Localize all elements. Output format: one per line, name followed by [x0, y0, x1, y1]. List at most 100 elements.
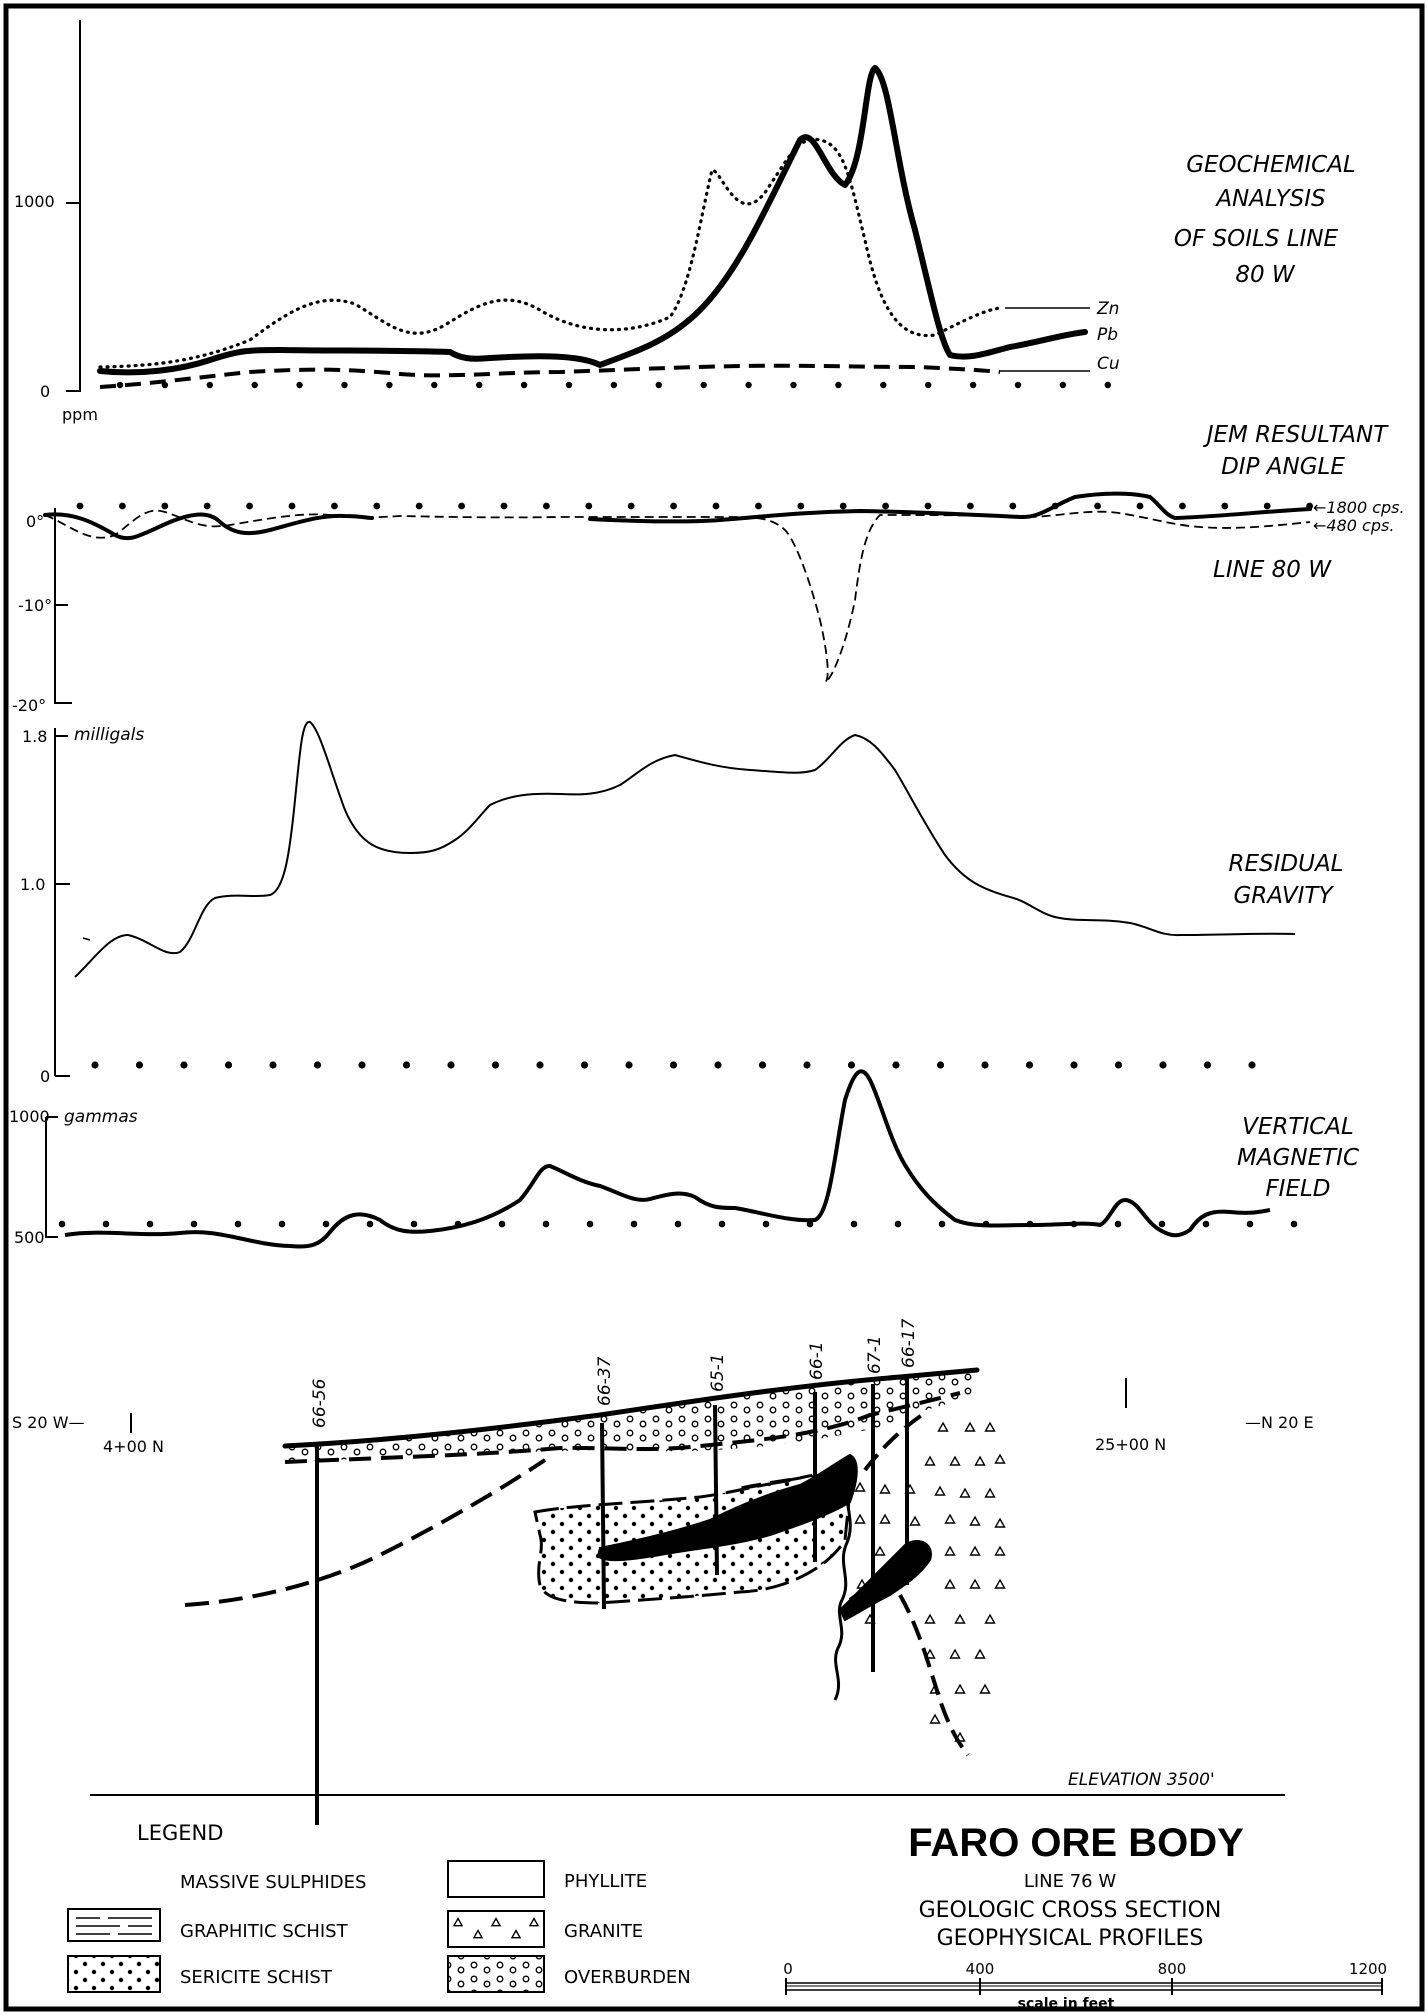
- hole-label-66-37: 66-37: [595, 1356, 615, 1406]
- station-dot: [386, 381, 393, 389]
- legend-swatch-sericite-schist: [67, 1955, 161, 1993]
- station-dot: [610, 381, 618, 389]
- station-dot: [358, 1061, 366, 1069]
- overburden-base: [284, 1391, 961, 1464]
- station-dot: [331, 502, 338, 510]
- granite-triangle: [944, 1545, 956, 1556]
- station-dot: [341, 381, 348, 389]
- station-dot: [206, 381, 213, 389]
- right-direction: —N 20 E: [1245, 1413, 1314, 1432]
- station-dot: [1136, 502, 1144, 510]
- gravity-title-line2: GRAVITY: [1233, 883, 1334, 909]
- magnetic-panel: 1000 500 gammas VERTICAL MAGNETIC FIELD: [9, 1069, 1359, 1249]
- jem-1800-label: ←1800 cps.: [1313, 498, 1405, 517]
- main-title: FARO ORE BODY: [908, 1821, 1244, 1865]
- scale-label-0: 0: [783, 1960, 793, 1978]
- station-dot: [102, 1220, 110, 1228]
- scale-label-800: 800: [1158, 1960, 1187, 1978]
- granite-symbols: [854, 1421, 1006, 1742]
- massive-sulphides-upper: [596, 1453, 858, 1562]
- station-dot: [288, 502, 296, 510]
- magnetic-title-line2: MAGNETIC: [1237, 1145, 1359, 1171]
- legend-granite-symbols: [452, 1917, 540, 1939]
- scale-caption: scale in feet: [1018, 1996, 1115, 2012]
- station-dot: [1158, 1220, 1166, 1228]
- station-dot: [1025, 1061, 1034, 1069]
- gravity-station-dots: [91, 1061, 1256, 1069]
- station-dot: [536, 1061, 544, 1069]
- station-dot: [76, 502, 84, 510]
- contact-sulphide-top: [734, 1478, 791, 1492]
- legend-swatch-granite: [447, 1910, 545, 1948]
- station-dot: [116, 381, 124, 389]
- station-dot: [415, 502, 423, 510]
- granite-triangle: [959, 1487, 971, 1498]
- granite-triangle: [964, 1421, 976, 1432]
- left-direction: S 20 W—: [12, 1413, 85, 1432]
- station-dot: [565, 381, 573, 389]
- granite-triangle: [924, 1455, 936, 1466]
- station-dot: [1094, 502, 1101, 510]
- drill-hole-65-1: [713, 1404, 719, 1576]
- station-dot: [712, 502, 720, 510]
- station-dot: [1246, 1220, 1254, 1228]
- station-dot: [936, 1061, 945, 1069]
- jem-1800cps-curve-a: [43, 512, 374, 541]
- station-dot: [500, 502, 508, 510]
- granite-triangle: [879, 1483, 891, 1494]
- station-dot: [476, 381, 483, 389]
- legend-title: LEGEND: [137, 1821, 223, 1845]
- granite-triangle: [944, 1513, 956, 1524]
- granite-triangle: [879, 1513, 891, 1524]
- granite-triangle: [994, 1578, 1006, 1589]
- station-dot: [762, 1220, 770, 1228]
- station-dot: [542, 1220, 550, 1228]
- station-dot: [674, 1220, 682, 1228]
- granite-triangle: [969, 1515, 981, 1526]
- cu-legend-label: Cu: [1097, 354, 1120, 374]
- granite-triangle: [929, 1713, 941, 1724]
- station-dot: [797, 502, 805, 510]
- magnetic-unit: gammas: [64, 1107, 138, 1127]
- station-dot: [585, 502, 593, 510]
- station-dot: [758, 1061, 767, 1069]
- station-dot: [91, 1061, 99, 1069]
- granite-triangle: [984, 1421, 996, 1432]
- magnetic-title-line1: VERTICAL: [1242, 1114, 1354, 1140]
- station-dot: [1202, 1220, 1210, 1228]
- contact-west: [184, 1458, 547, 1607]
- geochem-unit: ppm: [62, 405, 98, 424]
- pb-legend-label: Pb: [1097, 325, 1118, 345]
- station-dot: [119, 502, 126, 510]
- station-dot: [1248, 1061, 1256, 1069]
- legend-label-massive-sulphides: MASSIVE SULPHIDES: [180, 1872, 366, 1893]
- jem-label-0: 0°: [26, 512, 44, 531]
- cross-section: 66-56 66-37 65-1 66-1 67-1 66-17 S 20 W—…: [12, 1318, 1314, 1825]
- hole-label-66-1: 66-1: [807, 1341, 827, 1380]
- jem-title-line2: DIP ANGLE: [1221, 454, 1345, 480]
- station-dot: [938, 1220, 946, 1228]
- station-dot: [790, 381, 797, 389]
- geochem-title-line1: GEOCHEMICAL: [1186, 152, 1356, 178]
- geochem-title-line2: ANALYSIS: [1214, 186, 1325, 212]
- pb-curve: [97, 65, 1088, 376]
- contact-east-upper: [863, 1413, 924, 1472]
- hole-label-66-56: 66-56: [310, 1378, 330, 1428]
- station-dot: [630, 1220, 638, 1228]
- granite-triangle: [854, 1513, 866, 1524]
- page-border: [3, 3, 1425, 2012]
- ground-surface: [282, 1367, 980, 1449]
- legend-swatch-phyllite: [447, 1860, 545, 1898]
- station-dot: [313, 1061, 322, 1069]
- station-dot: [850, 1220, 858, 1228]
- contact-east-lower: [898, 1594, 970, 1757]
- granite-triangle: [472, 1929, 484, 1939]
- station-dot: [1114, 1220, 1122, 1228]
- station-dot: [366, 1220, 374, 1228]
- station-dot: [146, 1220, 154, 1228]
- legend-label-sericite-schist: SERICITE SCHIST: [180, 1967, 333, 1988]
- granite-triangle: [528, 1917, 540, 1927]
- gravity-label-18: 1.8: [22, 727, 47, 746]
